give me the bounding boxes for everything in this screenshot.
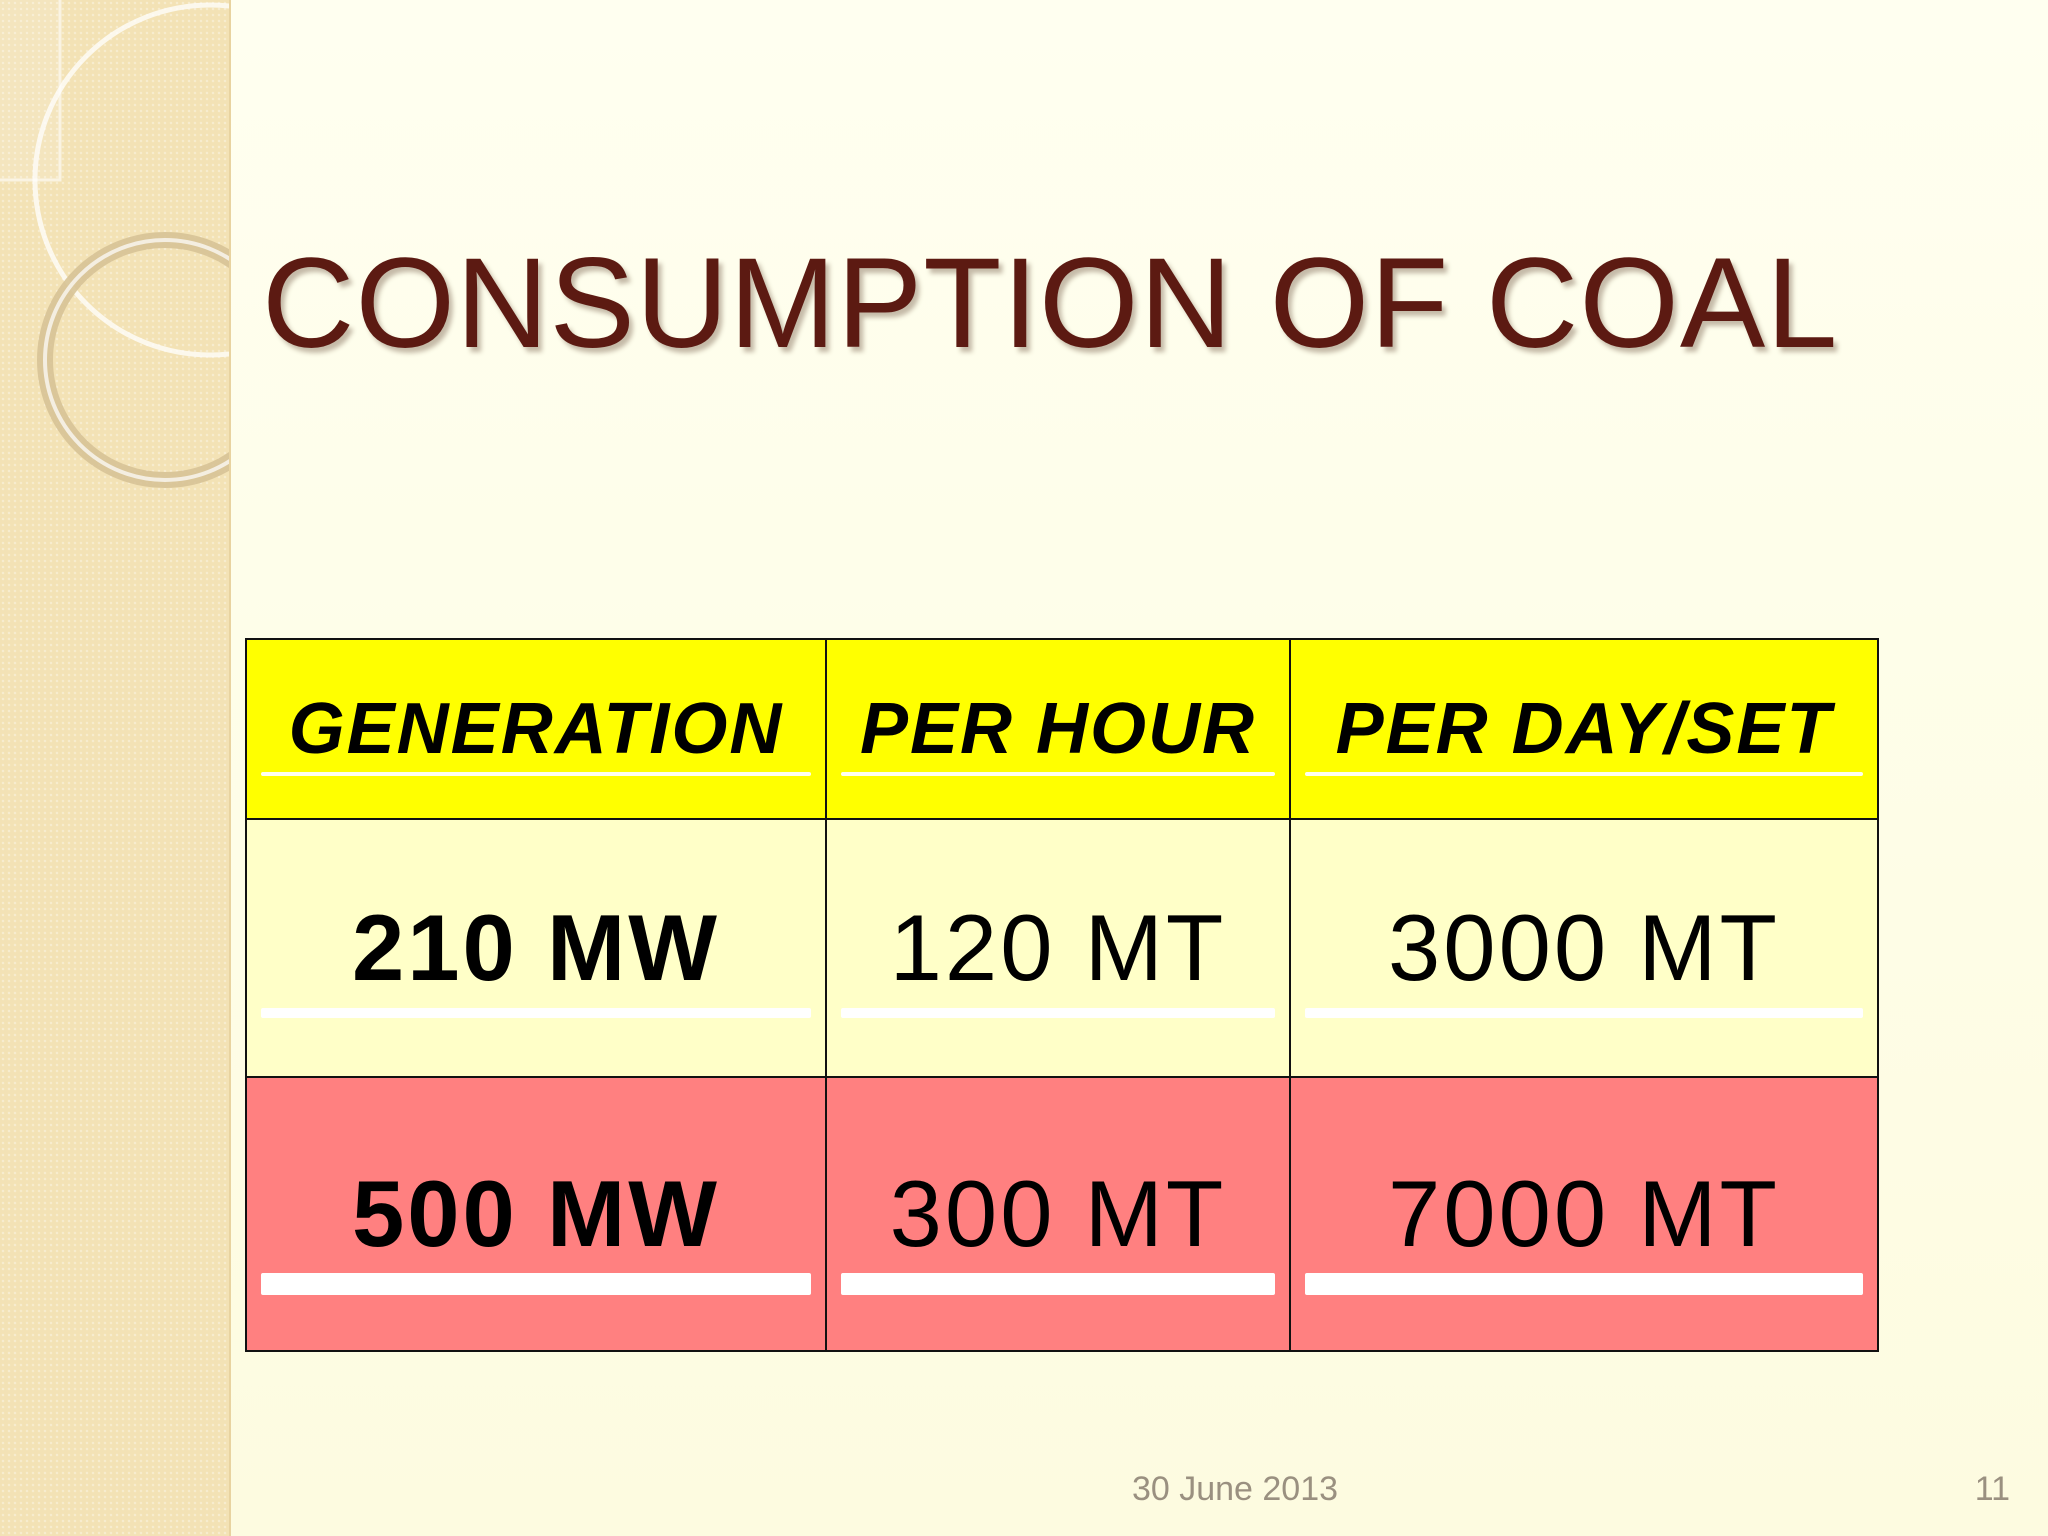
table-row: 210 MW 120 MT 3000 MT: [245, 818, 1879, 1078]
header-per-day-set: PER DAY/SET: [1289, 638, 1879, 820]
decorative-rings-graphic: [0, 0, 229, 488]
footer-date: 30 June 2013: [1131, 1470, 1339, 1508]
cell-underline: [841, 1008, 1275, 1018]
table-header-row: GENERATION PER HOUR PER DAY/SET: [245, 638, 1879, 820]
header-underline: [1305, 772, 1863, 776]
cell-underline: [1305, 1273, 1863, 1295]
cell-per-hour: 120 MT: [825, 818, 1291, 1078]
coal-consumption-table: GENERATION PER HOUR PER DAY/SET 210 MW 1…: [245, 638, 1879, 1352]
cell-underline: [1305, 1008, 1863, 1018]
header-underline: [261, 772, 811, 776]
slide-title: CONSUMPTION OF COAL: [262, 232, 1839, 375]
cell-per-hour: 300 MT: [825, 1076, 1291, 1352]
cell-underline: [841, 1273, 1275, 1295]
cell-underline: [261, 1273, 811, 1295]
cell-generation: 500 MW: [245, 1076, 827, 1352]
header-underline: [841, 772, 1275, 776]
cell-per-day-set: 7000 MT: [1289, 1076, 1879, 1352]
table-row: 500 MW 300 MT 7000 MT: [245, 1076, 1879, 1352]
header-per-hour: PER HOUR: [825, 638, 1291, 820]
page-number: 11: [1974, 1470, 2010, 1508]
cell-generation: 210 MW: [245, 818, 827, 1078]
decorative-side-panel: [0, 0, 231, 1536]
header-generation: GENERATION: [245, 638, 827, 820]
cell-underline: [261, 1008, 811, 1018]
cell-per-day-set: 3000 MT: [1289, 818, 1879, 1078]
